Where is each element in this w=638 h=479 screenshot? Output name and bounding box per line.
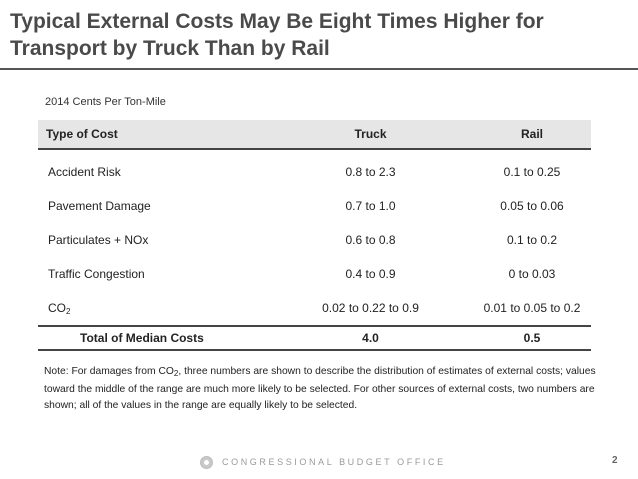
total-rail-value: 0.5 <box>523 331 541 345</box>
cbo-logo-icon <box>200 456 213 469</box>
row-rail-value: 0.1 to 0.2 <box>506 233 558 247</box>
total-truck-value: 4.0 <box>362 331 379 345</box>
title-line-1: Typical External Costs May Be Eight Time… <box>10 10 544 33</box>
footer: CONGRESSIONAL BUDGET OFFICE 2 <box>0 453 638 473</box>
slide-title: Typical External Costs May Be Eight Time… <box>10 8 630 62</box>
header-truck: Truck <box>354 127 387 141</box>
row-rail-value: 0.05 to 0.06 <box>500 199 564 213</box>
unit-label: 2014 Cents Per Ton-Mile <box>45 96 166 108</box>
row-rail-value: 0.1 to 0.25 <box>503 165 561 179</box>
row-truck-value: 0.6 to 0.8 <box>345 233 396 247</box>
table-row: Particulates + NOx 0.6 to 0.8 0.1 to 0.2 <box>38 223 591 257</box>
co2-subscript: 2 <box>66 306 71 316</box>
table-note: Note: For damages from CO2, three number… <box>44 364 604 414</box>
row-type: Traffic Congestion <box>48 267 145 281</box>
row-truck-value: 0.4 to 0.9 <box>345 267 396 281</box>
row-type: Accident Risk <box>48 165 121 179</box>
row-truck-value: 0.7 to 1.0 <box>345 199 396 213</box>
footer-org-name: CONGRESSIONAL BUDGET OFFICE <box>222 457 446 467</box>
header-rail: Rail <box>520 127 543 141</box>
table-header-row: Type of Cost Truck Rail <box>38 120 591 150</box>
table-row: CO2 0.02 to 0.22 to 0.9 0.01 to 0.05 to … <box>38 291 591 325</box>
title-divider <box>0 68 638 70</box>
table-row: Pavement Damage 0.7 to 1.0 0.05 to 0.06 <box>38 189 591 223</box>
table-row: Traffic Congestion 0.4 to 0.9 0 to 0.03 <box>38 257 591 291</box>
header-type-of-cost: Type of Cost <box>46 127 118 141</box>
row-type: CO2 <box>38 301 258 316</box>
table-total-row: Total of Median Costs 4.0 0.5 <box>38 325 591 351</box>
row-rail-value: 0 to 0.03 <box>508 267 556 281</box>
row-type: Pavement Damage <box>48 199 151 213</box>
note-part-1: Note: For damages from CO <box>44 366 174 377</box>
page-number: 2 <box>612 455 618 466</box>
note-subscript: 2 <box>173 369 179 378</box>
row-type: Particulates + NOx <box>48 233 149 247</box>
note-part-2: , three numbers are shown to describe th… <box>44 366 596 411</box>
table-row: Accident Risk 0.8 to 2.3 0.1 to 0.25 <box>38 155 591 189</box>
row-truck-value: 0.02 to 0.22 to 0.9 <box>322 301 419 315</box>
co2-base: CO <box>48 300 66 315</box>
cost-table: Type of Cost Truck Rail Accident Risk 0.… <box>38 120 591 351</box>
total-label: Total of Median Costs <box>80 331 204 345</box>
row-truck-value: 0.8 to 2.3 <box>345 165 396 179</box>
title-line-2: Transport by Truck Than by Rail <box>10 37 330 60</box>
row-rail-value: 0.01 to 0.05 to 0.2 <box>483 301 581 315</box>
